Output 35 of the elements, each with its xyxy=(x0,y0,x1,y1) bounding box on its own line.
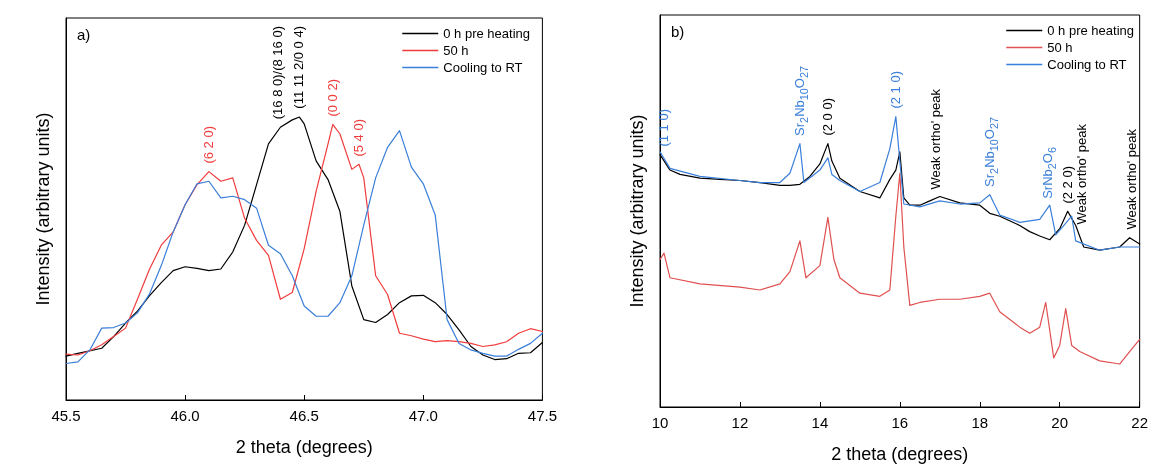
y-axis-title: Intensity (arbitrary units) xyxy=(627,114,647,308)
x-tick-label: 18 xyxy=(971,414,989,431)
x-tick-label: 45.5 xyxy=(51,407,81,424)
legend-label: Cooling to RT xyxy=(1047,57,1127,72)
x-tick-label: 20 xyxy=(1051,414,1069,431)
chart-title: b) xyxy=(671,23,685,40)
x-tick-label: 46.0 xyxy=(170,407,200,424)
x-tick-label: 47.0 xyxy=(408,407,438,424)
annotation: (1 1 0) xyxy=(655,108,672,147)
chart-title: a) xyxy=(77,26,91,43)
annotation: (2 1 0) xyxy=(887,71,904,109)
x-tick-label: 10 xyxy=(651,414,669,431)
x-tick-label: 22 xyxy=(1131,414,1148,431)
annotation: Weak ortho' peak xyxy=(1123,129,1140,230)
x-tick-label: 47.5 xyxy=(527,407,557,424)
annotation: (0 0 2) xyxy=(324,78,341,117)
x-tick-label: 12 xyxy=(731,414,749,431)
x-axis-title: 2 theta (degrees) xyxy=(831,444,969,464)
legend-label: Cooling to RT xyxy=(443,60,523,75)
annotation: Weak ortho' peak xyxy=(927,89,944,190)
annotation: (2 0 0) xyxy=(819,98,836,136)
x-tick-label: 14 xyxy=(811,414,829,431)
legend-label: 0 h pre heating xyxy=(1047,23,1134,38)
annotation: (5 4 0) xyxy=(350,118,367,157)
legend-label: 50 h xyxy=(1047,40,1073,55)
annotation: (16 8 0)/(8 16 0) xyxy=(269,26,286,120)
annotation: (6 2 0) xyxy=(200,126,217,164)
y-axis-title: Intensity (arbitrary units) xyxy=(33,112,53,306)
legend-label: 0 h pre heating xyxy=(443,26,530,41)
x-tick-label: 16 xyxy=(891,414,909,431)
x-axis-title: 2 theta (degrees) xyxy=(235,437,373,457)
annotation: (2 2 0) xyxy=(1059,165,1076,204)
annotation: (11 11 2/0 0 4) xyxy=(291,26,308,110)
x-tick-label: 46.5 xyxy=(289,407,319,424)
legend-label: 50 h xyxy=(443,43,469,58)
